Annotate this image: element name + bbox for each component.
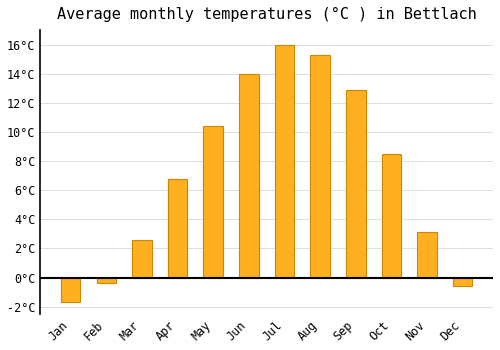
Bar (239, 74, 258, 278)
Bar (96, 278, 116, 283)
Bar (204, 126, 223, 278)
Bar (132, 240, 152, 278)
Bar (61, 278, 80, 302)
Title: Average monthly temperatures (°C ) in Bettlach: Average monthly temperatures (°C ) in Be… (57, 7, 476, 22)
Bar (310, 55, 330, 278)
Bar (346, 90, 366, 278)
Bar (168, 178, 188, 278)
Bar (453, 278, 472, 286)
Bar (417, 232, 437, 278)
Bar (382, 154, 401, 278)
Bar (274, 45, 294, 278)
